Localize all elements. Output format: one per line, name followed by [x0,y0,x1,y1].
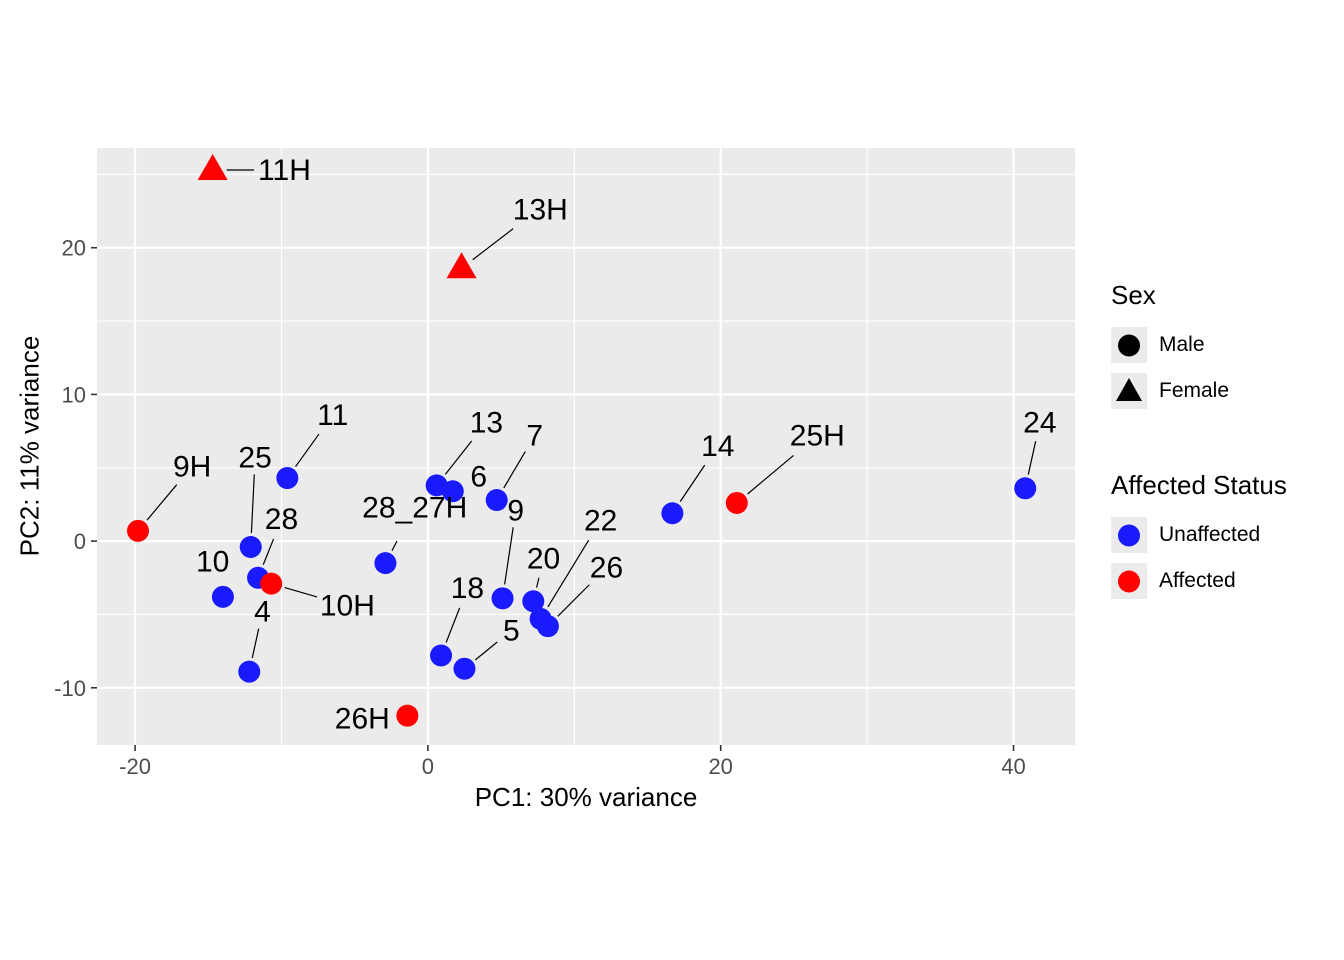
point-label-5: 5 [503,615,520,648]
point-label-20: 20 [527,543,560,576]
data-point-9 [491,587,514,610]
legend-sex-title: Sex [1111,280,1156,310]
point-label-9H: 9H [173,450,211,483]
legend-label-male: Male [1159,333,1205,356]
female-key-box [1111,373,1147,409]
legend-item-unaffected: Unaffected [1111,512,1287,558]
leader-line-7 [503,451,526,489]
data-point-11 [276,467,299,490]
point-label-11H: 11H [258,154,311,187]
y-tick-label: 0 [74,529,86,554]
legend-item-female: Female [1111,368,1287,414]
point-label-24: 24 [1023,406,1056,439]
leader-line-22 [547,539,590,608]
point-label-28_27H: 28_27H [362,491,467,524]
point-label-10H: 10H [320,590,375,623]
leader-line-25H [747,454,794,495]
point-label-14: 14 [701,430,734,463]
leader-line-26 [557,584,590,617]
legend-label-affected: Affected [1159,569,1236,592]
leader-line-13 [444,440,473,475]
leader-line-20 [535,577,540,588]
data-point-10H [260,572,283,595]
male-circle-icon [1118,334,1140,357]
y-tick-label: 20 [62,236,86,261]
data-point-13H [446,252,477,279]
point-label-26: 26 [590,552,623,585]
data-point-26 [536,615,559,638]
legend-item-affected: Affected [1111,558,1287,604]
x-tick-label: 0 [422,754,434,779]
point-label-28: 28 [265,503,298,536]
point-label-7: 7 [526,419,543,452]
leader-line-28_27H [391,540,398,551]
point-label-4: 4 [254,596,271,629]
data-point-28_27H [374,552,397,575]
leader-line-28 [262,538,275,566]
point-label-18: 18 [451,572,484,605]
data-point-6 [441,480,464,503]
unaffected-key-box [1111,517,1147,553]
y-tick-label: 10 [62,382,86,407]
point-label-26H: 26H [335,703,390,736]
legend-affected-status: Affected Status Unaffected Affected [1111,470,1287,604]
data-point-14 [661,502,684,525]
legend-label-female: Female [1159,379,1230,402]
data-point-7 [485,489,508,512]
leader-line-5 [474,641,498,661]
legend-label-unaffected: Unaffected [1159,523,1261,546]
data-point-5 [453,657,476,680]
data-point-24 [1014,477,1037,500]
leader-line-9 [504,527,514,585]
male-key-box [1111,327,1147,363]
unaffected-circle-icon [1118,524,1140,547]
x-axis-title: PC1: 30% variance [474,782,698,812]
legend: Sex Male Female Affected Status [1111,280,1287,604]
point-label-13: 13 [470,406,503,439]
data-point-20 [522,590,545,613]
leader-line-9H [146,484,178,521]
data-point-11H [197,154,228,181]
x-tick-label: -20 [119,754,151,779]
leader-line-14 [679,464,706,502]
point-label-25: 25 [238,442,271,475]
legend-sex: Sex Male Female [1111,280,1287,414]
x-tick-label: 20 [708,754,732,779]
data-point-25 [239,535,262,558]
point-label-6: 6 [470,461,487,494]
legend-affected-title: Affected Status [1111,470,1287,500]
leader-line-11 [295,433,320,468]
point-label-11: 11 [317,399,348,432]
point-label-25H: 25H [790,419,845,452]
data-point-10 [211,585,234,608]
leader-line-13H [472,228,514,261]
data-point-18 [430,644,453,667]
point-label-13H: 13H [513,194,568,227]
data-point-9H [126,519,149,542]
leader-line-4 [251,628,260,659]
leader-line-25 [250,474,255,534]
female-triangle-icon [1116,378,1142,401]
y-axis-title: PC2: 11% variance [14,335,45,557]
affected-key-box [1111,563,1147,599]
x-tick-label: 40 [1001,754,1025,779]
y-tick-label: -10 [54,676,86,701]
data-point-4 [238,660,261,683]
data-point-25H [725,491,748,514]
point-label-9: 9 [507,494,524,527]
data-point-26H [396,704,419,727]
point-label-22: 22 [584,505,617,538]
point-label-10: 10 [196,546,229,579]
affected-circle-icon [1118,570,1140,593]
legend-item-male: Male [1111,322,1287,368]
leader-line-10H [284,586,318,598]
leader-line-24 [1027,441,1037,475]
leader-line-18 [445,607,461,643]
